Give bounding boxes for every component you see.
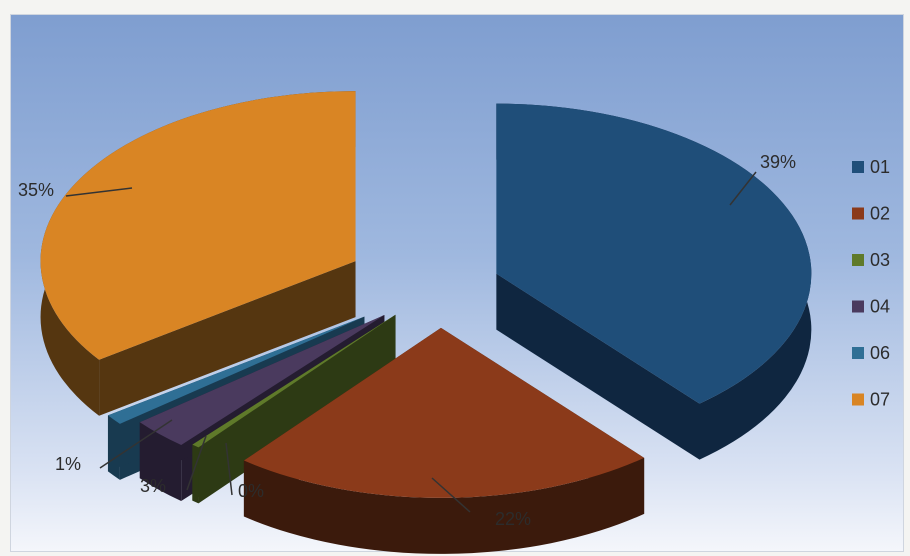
pie-slice-03 bbox=[192, 314, 396, 504]
data-label-04: 3% bbox=[140, 476, 166, 496]
slice-top bbox=[192, 314, 396, 448]
legend: 01 02 03 04 06 07 bbox=[852, 157, 890, 410]
data-label-07: 35% bbox=[18, 180, 54, 200]
pie-slices bbox=[40, 91, 812, 554]
legend-swatch-04 bbox=[852, 300, 864, 313]
legend-swatch-03 bbox=[852, 254, 864, 266]
slice-wall bbox=[496, 273, 700, 460]
legend-swatch-07 bbox=[852, 393, 864, 406]
pie-slice-02 bbox=[243, 327, 645, 554]
legend-swatch-01 bbox=[852, 161, 864, 173]
slice-top bbox=[107, 316, 365, 424]
slice-edge bbox=[107, 415, 120, 480]
legend-label-06: 06 bbox=[870, 343, 890, 363]
leader-line-07 bbox=[65, 187, 133, 197]
slice-edge bbox=[243, 457, 645, 554]
leader-line-01 bbox=[729, 171, 757, 206]
leader-lines bbox=[65, 171, 757, 513]
legend-label-07: 07 bbox=[870, 390, 890, 410]
slice-wall bbox=[99, 261, 356, 416]
pie-slice-07 bbox=[40, 91, 356, 416]
slice-top bbox=[496, 103, 812, 404]
leader-line-04 bbox=[186, 435, 207, 491]
slice-top bbox=[40, 91, 356, 360]
percent-labels: 39% 22% 0% 3% 1% 35% bbox=[18, 152, 796, 529]
pie-slice-01 bbox=[496, 103, 812, 460]
slice-edge bbox=[139, 422, 182, 501]
legend-label-04: 04 bbox=[870, 297, 890, 317]
data-label-01: 39% bbox=[760, 152, 796, 172]
legend-label-02: 02 bbox=[870, 204, 890, 224]
legend-label-03: 03 bbox=[870, 250, 890, 270]
slice-top bbox=[243, 327, 645, 498]
legend-swatch-06 bbox=[852, 347, 864, 359]
slice-top bbox=[139, 315, 385, 445]
legend-swatch-02 bbox=[852, 207, 864, 220]
leader-line-06 bbox=[99, 419, 173, 469]
leader-line-03 bbox=[225, 442, 233, 496]
data-label-02: 22% bbox=[495, 509, 531, 529]
slice-wall bbox=[192, 314, 396, 501]
slice-edge bbox=[192, 444, 199, 504]
leader-line-02 bbox=[431, 477, 471, 513]
slice-wall bbox=[139, 315, 385, 479]
legend-label-01: 01 bbox=[870, 157, 890, 177]
data-label-06: 1% bbox=[55, 454, 81, 474]
data-label-03: 0% bbox=[238, 481, 264, 501]
